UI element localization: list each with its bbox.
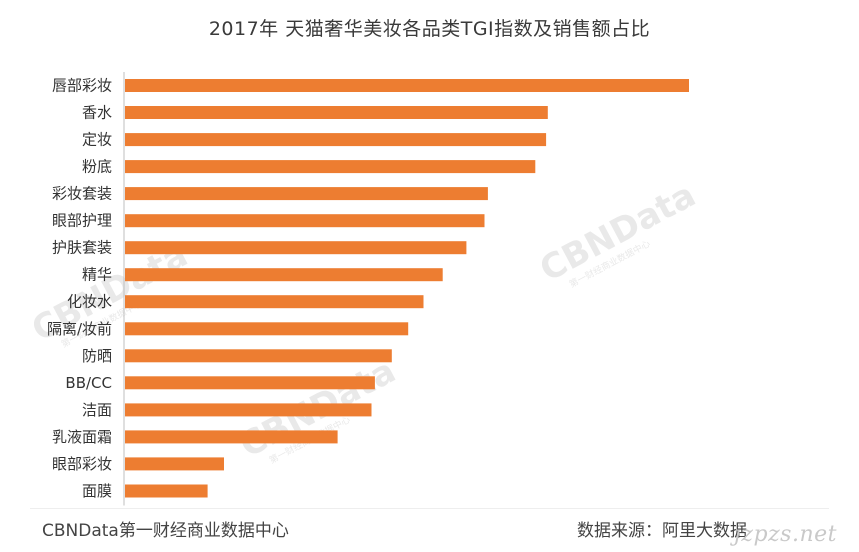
bar-6 xyxy=(125,241,467,255)
bar-10 xyxy=(125,349,392,363)
category-label: 眼部护理 xyxy=(52,212,112,230)
watermark-top-right: CBNData 第一财经商业数据中心 xyxy=(533,175,702,290)
category-label: 粉底 xyxy=(82,158,112,176)
watermark-brand: CBNData xyxy=(533,175,702,290)
category-label: 香水 xyxy=(82,104,112,122)
footer-data-source: 数据来源：阿里大数据 xyxy=(577,521,747,541)
category-label: BB/CC xyxy=(65,374,112,392)
category-label: 洁面 xyxy=(82,401,112,419)
bar-9 xyxy=(125,322,409,336)
category-label: 定妆 xyxy=(82,131,112,149)
chart-title: 2017年 天猫奢华美妆各品类TGI指数及销售额占比 xyxy=(208,18,651,40)
bar-0 xyxy=(125,79,689,92)
category-label: 乳液面霜 xyxy=(52,428,112,446)
bar-14 xyxy=(125,457,224,471)
category-label: 精华 xyxy=(82,266,112,284)
bar-5 xyxy=(125,214,485,228)
bar-11 xyxy=(125,376,375,390)
bar-13 xyxy=(125,430,338,444)
category-label: 面膜 xyxy=(82,482,112,500)
bar-8 xyxy=(125,295,424,309)
site-watermark: jzpzs.net xyxy=(734,522,837,547)
bar-3 xyxy=(125,160,536,174)
footer-source-brand: CBNData第一财经商业数据中心 xyxy=(42,521,289,541)
category-label: 化妆水 xyxy=(67,293,112,311)
footer-divider xyxy=(30,508,829,509)
bar-1 xyxy=(125,106,548,119)
category-label: 眼部彩妆 xyxy=(52,455,112,473)
category-label: 彩妆套装 xyxy=(52,185,112,203)
bar-7 xyxy=(125,268,443,282)
category-label: 防晒 xyxy=(82,347,112,365)
category-label: 护肤套装 xyxy=(52,239,112,257)
bar-15 xyxy=(125,484,208,498)
category-label: 隔离/妆前 xyxy=(47,320,112,338)
bar-2 xyxy=(125,133,547,147)
bar-12 xyxy=(125,403,372,417)
bar-4 xyxy=(125,187,488,201)
category-label: 唇部彩妆 xyxy=(52,77,112,95)
